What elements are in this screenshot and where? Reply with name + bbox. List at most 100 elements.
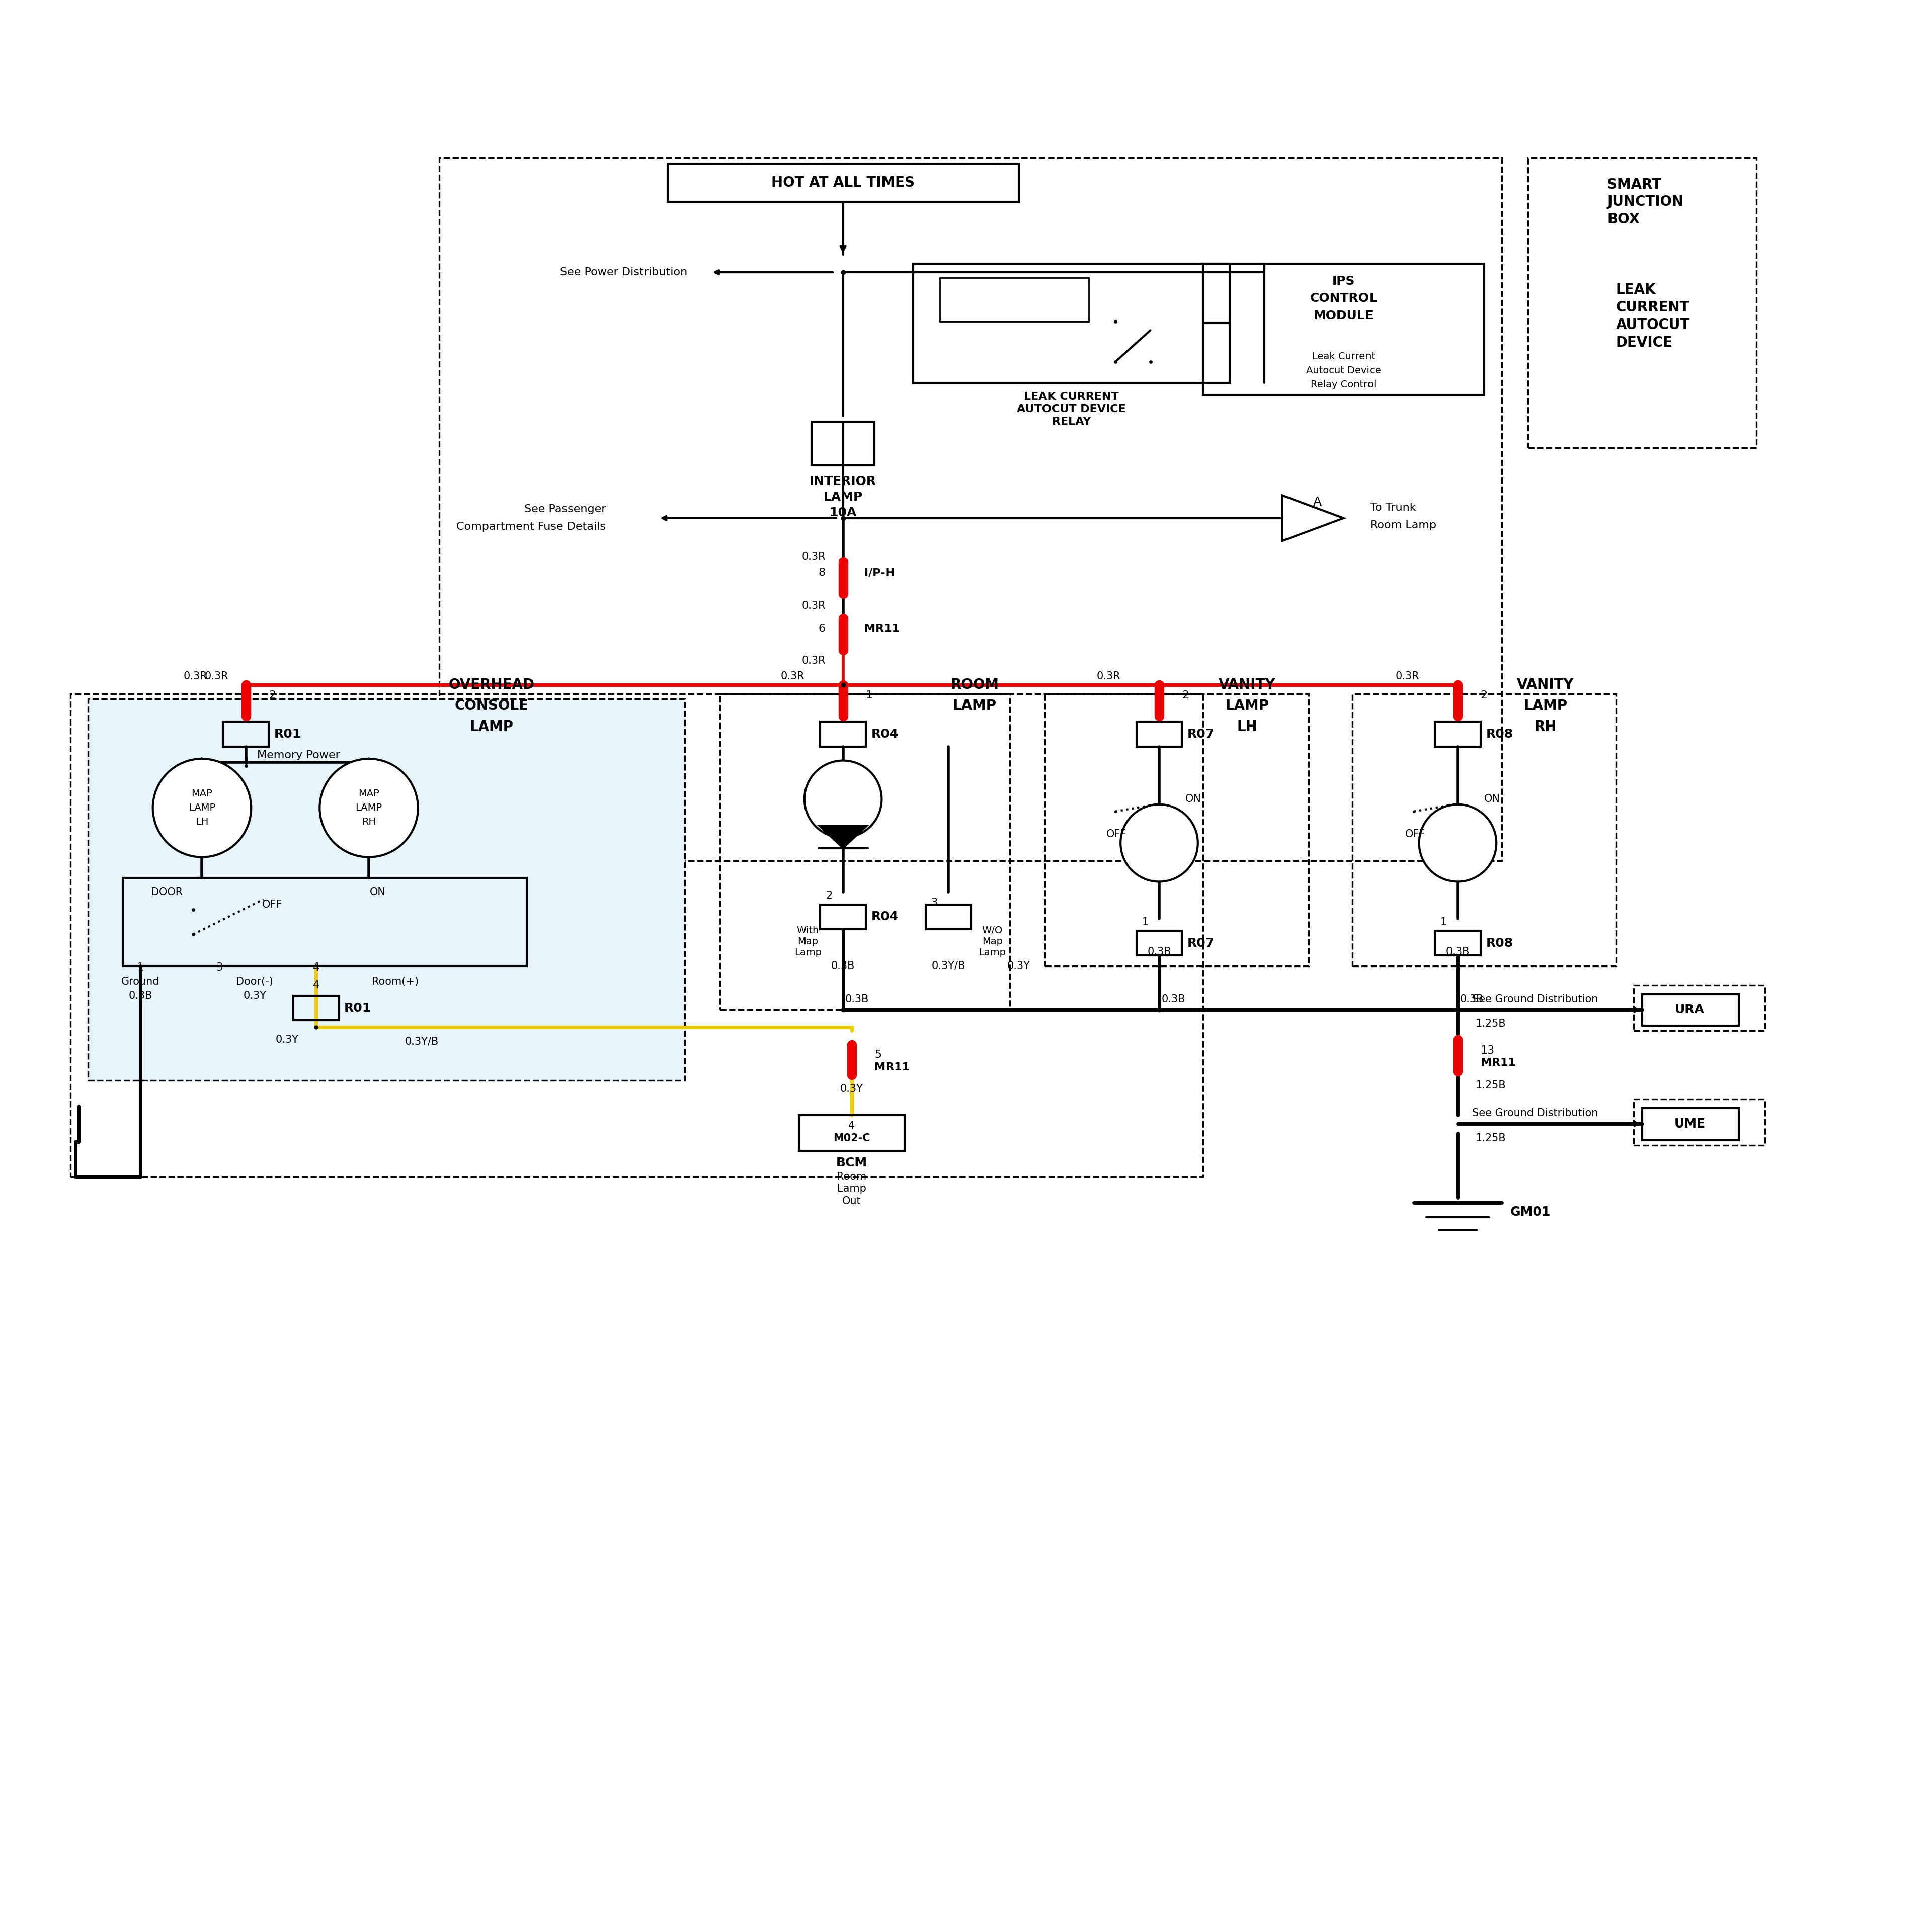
Text: BOX: BOX bbox=[1607, 213, 1640, 226]
Text: IPS: IPS bbox=[1333, 274, 1354, 288]
Bar bbox=[222, 723, 269, 746]
Text: RH: RH bbox=[361, 817, 377, 827]
Text: 0.3R: 0.3R bbox=[1395, 670, 1420, 682]
Text: 0.3B: 0.3B bbox=[1445, 947, 1470, 956]
Bar bbox=[1528, 158, 1756, 448]
Text: URA: URA bbox=[1675, 1005, 1704, 1016]
Text: 2: 2 bbox=[269, 690, 276, 701]
Circle shape bbox=[804, 761, 881, 838]
Text: 0.3R: 0.3R bbox=[184, 670, 207, 682]
Text: Ground: Ground bbox=[122, 978, 160, 987]
Text: AUTOCUT DEVICE: AUTOCUT DEVICE bbox=[1016, 404, 1126, 413]
Text: Room Lamp: Room Lamp bbox=[1370, 520, 1435, 529]
Text: LAMP: LAMP bbox=[823, 491, 864, 502]
Text: RELAY: RELAY bbox=[1051, 417, 1092, 427]
Text: MODULE: MODULE bbox=[1314, 311, 1374, 323]
Bar bbox=[1642, 1109, 1739, 1140]
Text: CONTROL: CONTROL bbox=[1310, 292, 1378, 305]
Text: 8: 8 bbox=[819, 568, 825, 578]
Text: UME: UME bbox=[1673, 1119, 1706, 1130]
Text: To Trunk: To Trunk bbox=[1370, 502, 1416, 512]
Text: Room: Room bbox=[837, 1171, 867, 1182]
Text: 0.3B: 0.3B bbox=[129, 991, 153, 1001]
Text: See Ground Distribution: See Ground Distribution bbox=[1472, 995, 1598, 1005]
Text: 0.3Y: 0.3Y bbox=[276, 1036, 299, 1045]
Text: 1.25B: 1.25B bbox=[1476, 1080, 1505, 1090]
Bar bbox=[87, 699, 686, 1080]
Text: OFF: OFF bbox=[1405, 829, 1426, 838]
Text: 0.3Y/B: 0.3Y/B bbox=[404, 1036, 439, 1047]
Text: 0.3Y/B: 0.3Y/B bbox=[931, 960, 966, 972]
Bar bbox=[1136, 931, 1182, 956]
Text: See Ground Distribution: See Ground Distribution bbox=[1472, 1109, 1598, 1119]
Text: LAMP: LAMP bbox=[1524, 699, 1567, 713]
Text: 0.3R: 0.3R bbox=[205, 670, 228, 682]
Text: With
Map
Lamp: With Map Lamp bbox=[794, 925, 821, 956]
Bar bbox=[1435, 931, 1480, 956]
Bar bbox=[821, 723, 866, 746]
Text: DOOR: DOOR bbox=[151, 887, 184, 896]
Text: Lamp: Lamp bbox=[837, 1184, 866, 1194]
Text: LAMP: LAMP bbox=[189, 804, 214, 813]
Text: W/O
Map
Lamp: W/O Map Lamp bbox=[980, 925, 1007, 956]
Text: R01: R01 bbox=[344, 1003, 371, 1014]
Text: 1: 1 bbox=[1441, 918, 1447, 927]
Text: 0.3Y: 0.3Y bbox=[1007, 960, 1030, 972]
Text: INTERIOR: INTERIOR bbox=[810, 475, 877, 487]
Text: ON: ON bbox=[1484, 794, 1499, 804]
Bar bbox=[800, 1115, 904, 1150]
Text: R07: R07 bbox=[1188, 937, 1215, 949]
Bar bbox=[124, 879, 527, 966]
Text: 0.3Y: 0.3Y bbox=[243, 991, 267, 1001]
Text: LAMP: LAMP bbox=[952, 699, 997, 713]
Bar bbox=[294, 995, 338, 1020]
Text: 5: 5 bbox=[875, 1049, 881, 1061]
Text: See Passenger: See Passenger bbox=[524, 504, 607, 514]
Text: 0.3R: 0.3R bbox=[781, 670, 804, 682]
Text: Out: Out bbox=[842, 1196, 862, 1206]
Text: 0.3B: 0.3B bbox=[1161, 995, 1184, 1005]
Text: 3: 3 bbox=[931, 898, 937, 908]
Text: I/P-H: I/P-H bbox=[864, 568, 895, 578]
Bar bbox=[721, 694, 1010, 1010]
Text: LEAK: LEAK bbox=[1615, 282, 1656, 298]
Text: OVERHEAD: OVERHEAD bbox=[448, 678, 535, 692]
Text: 0.3R: 0.3R bbox=[1097, 670, 1121, 682]
Text: 0.3Y: 0.3Y bbox=[840, 1084, 864, 1094]
Text: 4: 4 bbox=[313, 980, 319, 991]
Text: AUTOCUT: AUTOCUT bbox=[1615, 319, 1691, 332]
Text: Room(+): Room(+) bbox=[371, 978, 419, 987]
Text: Leak Current: Leak Current bbox=[1312, 352, 1376, 361]
Text: LAMP: LAMP bbox=[355, 804, 383, 813]
Text: BCM: BCM bbox=[837, 1157, 867, 1169]
Text: R08: R08 bbox=[1486, 937, 1513, 949]
Text: R01: R01 bbox=[274, 728, 301, 740]
Text: 1: 1 bbox=[137, 962, 143, 974]
Bar bbox=[811, 421, 875, 466]
Text: 6: 6 bbox=[819, 624, 825, 634]
Text: MR11: MR11 bbox=[864, 624, 900, 634]
Text: R04: R04 bbox=[871, 910, 898, 923]
Text: 1.25B: 1.25B bbox=[1476, 1018, 1505, 1030]
Text: MAP: MAP bbox=[191, 788, 213, 798]
Bar bbox=[1136, 723, 1182, 746]
Text: A: A bbox=[1314, 497, 1321, 508]
Text: 0.3R: 0.3R bbox=[802, 601, 825, 611]
Bar bbox=[1642, 995, 1739, 1026]
Text: 1: 1 bbox=[866, 690, 873, 701]
Text: M02-C: M02-C bbox=[833, 1132, 869, 1144]
Bar bbox=[70, 694, 1204, 1177]
Text: R08: R08 bbox=[1486, 728, 1513, 740]
Text: 2: 2 bbox=[825, 891, 833, 900]
Text: 0.3B: 0.3B bbox=[844, 995, 869, 1005]
Text: 0.3R: 0.3R bbox=[802, 655, 825, 665]
Text: OFF: OFF bbox=[1107, 829, 1126, 838]
Text: 4: 4 bbox=[313, 962, 319, 974]
Text: 1.25B: 1.25B bbox=[1476, 1132, 1505, 1144]
Text: LAMP: LAMP bbox=[1225, 699, 1269, 713]
Text: R07: R07 bbox=[1188, 728, 1215, 740]
Text: Memory Power: Memory Power bbox=[257, 750, 340, 761]
Bar bbox=[939, 278, 1090, 321]
Bar bbox=[1204, 263, 1484, 396]
Circle shape bbox=[319, 759, 417, 858]
